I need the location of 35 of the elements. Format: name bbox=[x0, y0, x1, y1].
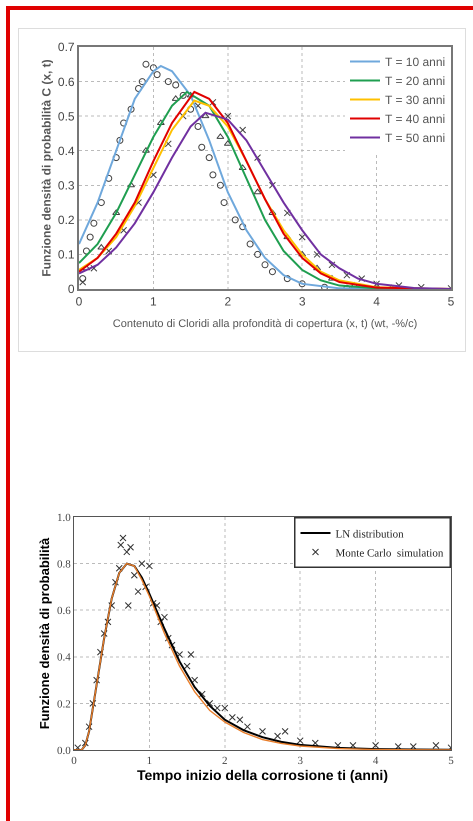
y-tick-label: 0.6 bbox=[58, 74, 75, 89]
y-tick-label: 0.4 bbox=[58, 144, 75, 158]
y-tick-label: 0.1 bbox=[58, 248, 75, 262]
x-tick-label: 2 bbox=[224, 294, 232, 308]
y-tick-label: 0.7 bbox=[58, 40, 75, 54]
legend-label: T = 10 anni bbox=[385, 55, 446, 70]
x-tick-label: 5 bbox=[448, 294, 455, 308]
legend-label: T = 40 anni bbox=[385, 112, 446, 126]
legend-label: T = 30 anni bbox=[385, 93, 446, 108]
y-tick-label: 0.5 bbox=[58, 109, 75, 124]
legend-label: Monte Carlo simulation bbox=[336, 547, 444, 560]
y-axis-title: Funzione densità di probabilità C (x, t) bbox=[40, 59, 54, 277]
x-tick-label: 2 bbox=[222, 755, 228, 768]
legend-label: T = 50 anni bbox=[385, 131, 446, 146]
y-tick-label: 0.2 bbox=[57, 698, 71, 710]
y-tick-label: 0 bbox=[68, 282, 75, 296]
y-tick-label: 0.3 bbox=[58, 178, 75, 192]
x-tick-label: 3 bbox=[298, 294, 306, 308]
x-axis-title: Contenuto di Cloridi alla profondità di copertura (x, t) (wt, -%/c) bbox=[112, 318, 418, 330]
x-tick-label: 1 bbox=[150, 294, 158, 308]
y-axis-title: Funzione densità di probabilità bbox=[37, 537, 52, 730]
x-tick-label: 4 bbox=[373, 294, 380, 308]
y-tick-label: 0.2 bbox=[58, 213, 75, 228]
x-tick-label: 1 bbox=[146, 755, 152, 768]
y-tick-label: 0.4 bbox=[57, 652, 72, 664]
y-tick-label: 0.0 bbox=[57, 744, 72, 757]
legend-label: LN distribution bbox=[336, 528, 404, 540]
y-tick-label: 0.6 bbox=[57, 605, 72, 618]
x-axis-title: Tempo inizio della corrosione ti (anni) bbox=[137, 767, 388, 784]
x-tick-label: 4 bbox=[372, 755, 379, 768]
legend-label: T = 20 anni bbox=[385, 74, 446, 88]
x-tick-label: 5 bbox=[448, 755, 454, 768]
y-tick-label: 0.8 bbox=[57, 558, 72, 570]
y-tick-label: 1.0 bbox=[57, 512, 72, 524]
x-tick-label: 3 bbox=[297, 755, 304, 768]
